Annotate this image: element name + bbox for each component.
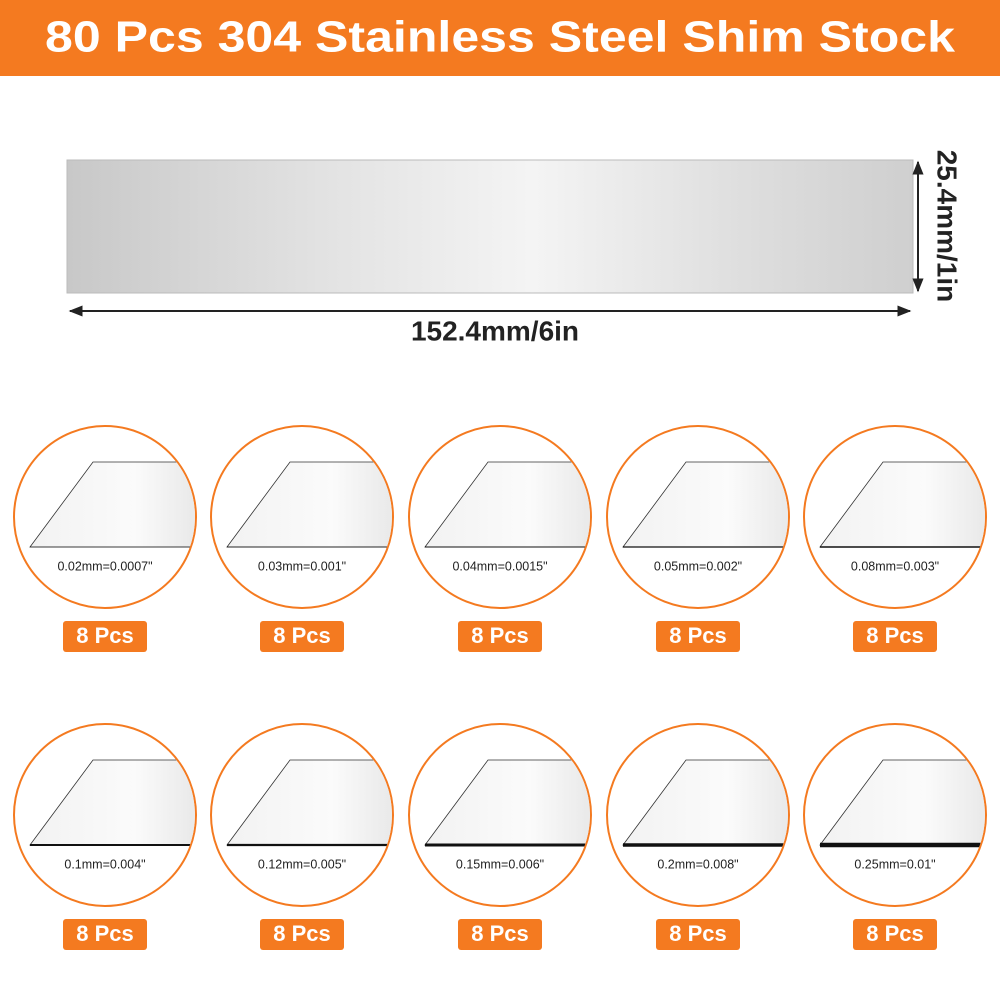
shim-sheet [29, 759, 195, 846]
thickness-label: 0.04mm=0.0015" [452, 559, 547, 573]
count-label: 8 Pcs [669, 921, 727, 946]
shim-sheet [424, 461, 590, 548]
thickness-label: 0.08mm=0.003" [851, 559, 939, 573]
count-label: 8 Pcs [471, 921, 529, 946]
count-badge [260, 621, 344, 652]
count-label: 8 Pcs [76, 623, 134, 648]
item: 0.08mm=0.003" 8 Pcs [803, 425, 987, 652]
title: 80 Pcs 304 Stainless Steel Shim Stock [45, 13, 956, 62]
count-badge [853, 919, 937, 950]
item: 0.04mm=0.0015" 8 Pcs [408, 425, 592, 652]
thickness-label: 0.05mm=0.002" [654, 559, 742, 573]
item: 0.25mm=0.01" 8 Pcs [803, 723, 987, 950]
item: 0.2mm=0.008" 8 Pcs [606, 723, 790, 950]
shim-sheet [819, 461, 985, 548]
count-badge [260, 919, 344, 950]
shim-sheet [622, 461, 788, 548]
item: 0.15mm=0.006" 8 Pcs [408, 723, 592, 950]
shim-sheet [819, 759, 985, 846]
item: 0.03mm=0.001" 8 Pcs [210, 425, 394, 652]
shim-sheet [424, 759, 590, 846]
shim-sheet [29, 461, 195, 548]
thickness-label: 0.2mm=0.008" [657, 857, 738, 871]
count-label: 8 Pcs [866, 921, 924, 946]
count-badge [63, 621, 147, 652]
title-banner [0, 0, 1000, 76]
thickness-label: 0.12mm=0.005" [258, 857, 346, 871]
thickness-label: 0.25mm=0.01" [854, 857, 935, 871]
count-badge [63, 919, 147, 950]
width-label: 152.4mm/6in [411, 315, 579, 346]
count-label: 8 Pcs [273, 921, 331, 946]
item: 0.1mm=0.004" 8 Pcs [13, 723, 197, 950]
thickness-label: 0.15mm=0.006" [456, 857, 544, 871]
count-badge [458, 919, 542, 950]
count-badge [853, 621, 937, 652]
shim-sheet [226, 759, 392, 846]
count-label: 8 Pcs [273, 623, 331, 648]
item: 0.12mm=0.005" 8 Pcs [210, 723, 394, 950]
item: 0.05mm=0.002" 8 Pcs [606, 425, 790, 652]
shim-sheet [226, 461, 392, 548]
count-label: 8 Pcs [76, 921, 134, 946]
thickness-label: 0.03mm=0.001" [258, 559, 346, 573]
count-badge [656, 919, 740, 950]
count-label: 8 Pcs [866, 623, 924, 648]
count-badge [458, 621, 542, 652]
height-label: 25.4mm/1in [932, 150, 963, 303]
count-label: 8 Pcs [669, 623, 727, 648]
thickness-label: 0.1mm=0.004" [64, 857, 145, 871]
count-label: 8 Pcs [471, 623, 529, 648]
item: 0.02mm=0.0007" 8 Pcs [13, 425, 197, 652]
count-badge [656, 621, 740, 652]
shim-strip [66, 159, 914, 294]
thickness-label: 0.02mm=0.0007" [57, 559, 152, 573]
shim-sheet [622, 759, 788, 846]
